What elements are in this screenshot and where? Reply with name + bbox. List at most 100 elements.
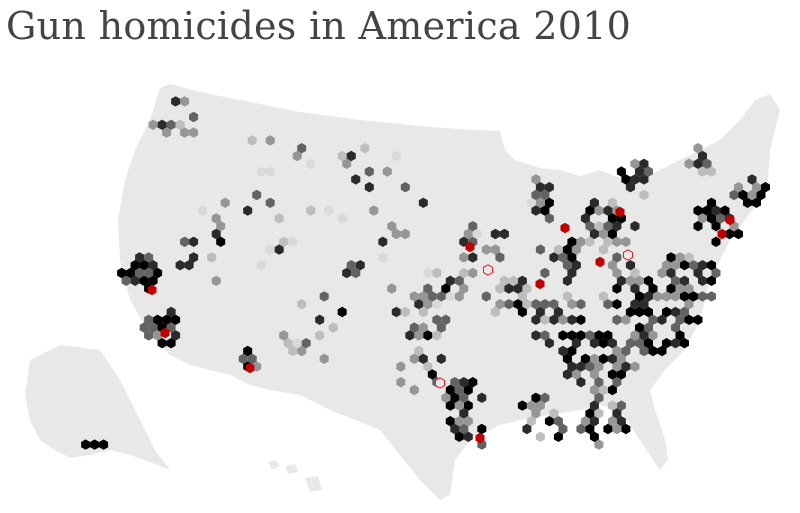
hexbin-cell bbox=[454, 275, 464, 286]
hexbin-cell bbox=[144, 252, 154, 263]
hexbin-cell bbox=[441, 283, 451, 294]
hexbin-cell bbox=[450, 392, 460, 403]
hexbin-cell bbox=[689, 260, 698, 271]
hexbin-cell bbox=[522, 423, 532, 435]
hexbin-cell bbox=[288, 236, 298, 247]
hexbin-cell bbox=[657, 267, 667, 279]
hexbin-cell bbox=[666, 283, 676, 294]
hexbin-cell bbox=[612, 267, 622, 279]
hexbin-cell bbox=[540, 267, 550, 279]
hexbin-cell bbox=[644, 306, 653, 318]
hexbin-cell bbox=[256, 260, 266, 271]
hexbin-cell bbox=[171, 314, 181, 325]
hexbin-cell bbox=[315, 314, 325, 325]
hexbin-cell bbox=[684, 283, 694, 294]
hexbin-cell bbox=[607, 338, 617, 349]
hexbin-cell bbox=[427, 291, 437, 302]
hexbin-cell bbox=[567, 345, 577, 357]
hexbin-cell bbox=[553, 416, 563, 427]
hexbin-cell bbox=[558, 252, 568, 263]
hexbin-cell bbox=[648, 345, 658, 357]
hexbin-cell bbox=[535, 182, 545, 193]
hexbin-cell bbox=[180, 236, 190, 247]
hexbin-cell-hot bbox=[245, 362, 255, 374]
hexbin-cell bbox=[463, 384, 473, 396]
hexbin-cell bbox=[171, 330, 181, 341]
hexbin-cell bbox=[589, 416, 599, 427]
hexbin-cell bbox=[621, 361, 631, 372]
hexbin-cell bbox=[418, 306, 428, 318]
hexbin-cell bbox=[589, 197, 599, 208]
hexbin-cell bbox=[495, 252, 505, 263]
hexbin-cell bbox=[653, 291, 662, 302]
hexbin-cell bbox=[598, 291, 608, 302]
hexbin-cell bbox=[346, 150, 356, 162]
hexbin-cell bbox=[243, 205, 253, 216]
hexbin-cell bbox=[635, 166, 644, 177]
hexbin-cell bbox=[351, 267, 361, 279]
hexbin-cell bbox=[360, 143, 370, 154]
hexbin-cell bbox=[135, 267, 145, 279]
hexbin-cell bbox=[247, 135, 257, 146]
hexbin-cell bbox=[558, 423, 568, 435]
hexbin-cell bbox=[513, 299, 523, 310]
hexbin-cell bbox=[576, 423, 586, 435]
hexbin-cell bbox=[589, 228, 599, 240]
hexbin-cell bbox=[612, 377, 622, 388]
hexbin-cell bbox=[589, 353, 599, 364]
hexbin-cell bbox=[576, 377, 586, 388]
hexbin-cell bbox=[693, 267, 703, 279]
hexbin-cell bbox=[603, 221, 613, 232]
hexbin-cell bbox=[711, 236, 721, 247]
hexbin-cell bbox=[207, 252, 217, 263]
hexbin-cell bbox=[441, 314, 451, 325]
hexbin-cell bbox=[189, 252, 199, 263]
hexbin-cell bbox=[707, 260, 716, 271]
hexbin-cell bbox=[292, 150, 302, 162]
hexbin-cell bbox=[711, 205, 721, 216]
hexbin-cell bbox=[130, 260, 140, 271]
hexbin-cell bbox=[409, 353, 419, 364]
hexbin-cell bbox=[616, 369, 626, 380]
hexbin-cell bbox=[342, 158, 352, 169]
hexbin-cell bbox=[342, 267, 352, 279]
hexbin-cell bbox=[441, 392, 451, 403]
hexbin-cell bbox=[517, 275, 527, 286]
hexbin-cell bbox=[337, 150, 347, 162]
hexbin-cell bbox=[153, 267, 163, 279]
hexbin-cell bbox=[540, 299, 550, 310]
hexbin-cell bbox=[306, 205, 316, 216]
hexbin-cell bbox=[297, 345, 307, 357]
hexbin-cell bbox=[594, 330, 604, 341]
hexbin-cell bbox=[148, 275, 158, 286]
hexbin-cell bbox=[400, 306, 410, 318]
hexbin-cell bbox=[468, 377, 478, 388]
hexbin-cell-hot bbox=[560, 222, 570, 234]
hexbin-cell bbox=[265, 197, 275, 208]
hexbin-cell bbox=[594, 221, 604, 232]
hexbin-cell bbox=[274, 244, 284, 255]
hexbin-cell bbox=[585, 221, 595, 232]
hexbin-cell bbox=[576, 361, 586, 372]
hexbin-cell bbox=[468, 221, 478, 232]
hexbin-cell bbox=[526, 400, 536, 411]
hexbin-cell bbox=[517, 306, 527, 318]
hexbin-cell bbox=[216, 236, 226, 247]
hexbin-cell bbox=[459, 423, 469, 435]
hexbin-cell bbox=[630, 330, 640, 341]
hexbin-cell bbox=[148, 119, 158, 130]
hexbin-cell bbox=[635, 306, 644, 318]
hexbin-cell bbox=[355, 260, 365, 271]
hexbin-cell bbox=[657, 345, 667, 357]
hexbin-cell bbox=[585, 330, 595, 341]
hexbin-cell bbox=[562, 260, 572, 271]
hexbin-cell bbox=[531, 205, 541, 216]
hexbin-cell bbox=[531, 189, 541, 201]
hexbin-cell bbox=[148, 322, 158, 333]
hexbin-cell bbox=[504, 283, 514, 294]
hexbin-cell bbox=[639, 299, 649, 310]
hexbin-cell bbox=[644, 322, 653, 333]
hexbin-cell bbox=[454, 384, 464, 396]
hexbin-cell bbox=[630, 283, 640, 294]
